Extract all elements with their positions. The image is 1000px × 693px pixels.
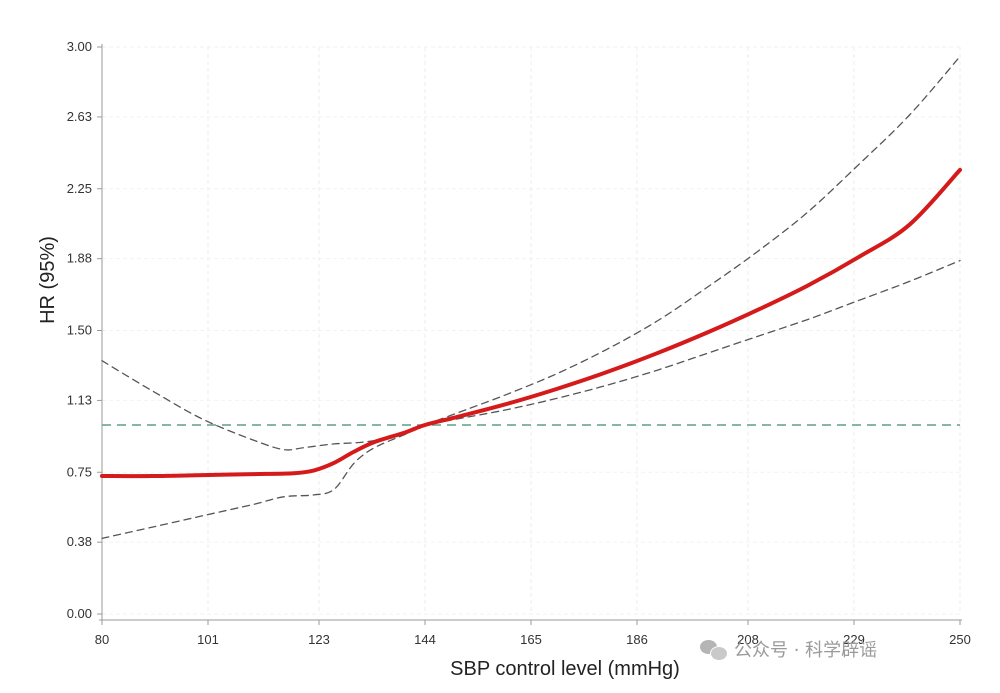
x-tick-label: 101 — [197, 632, 219, 647]
x-tick-label: 229 — [843, 632, 865, 647]
x-tick-label: 208 — [737, 632, 759, 647]
y-tick-label: 2.25 — [67, 181, 92, 196]
upper-ci-line — [101, 55, 961, 451]
watermark: 公众号 · 科学辟谣 — [700, 636, 877, 662]
watermark-text: 公众号 · 科学辟谣 — [734, 640, 878, 661]
y-tick-label: 1.88 — [67, 251, 92, 266]
y-axis-title: HR (95%) — [37, 236, 59, 324]
x-tick-label: 250 — [949, 632, 971, 647]
y-tick-label: 0.75 — [67, 464, 92, 479]
x-tick-label: 144 — [414, 632, 436, 647]
y-tick-label: 2.63 — [67, 109, 92, 124]
x-tick-label: 123 — [308, 632, 330, 647]
x-tick-label: 186 — [626, 632, 648, 647]
grid — [101, 46, 961, 615]
hr-estimate-line — [100, 167, 962, 479]
x-axis-title: SBP control level (mmHg) — [450, 658, 680, 680]
series — [100, 55, 962, 540]
wechat-icon — [700, 638, 728, 661]
y-tick-label: 1.13 — [67, 392, 92, 407]
y-tick-label: 0.38 — [67, 534, 92, 549]
y-tick-label: 1.50 — [67, 323, 92, 338]
y-tick-label: 3.00 — [67, 39, 92, 54]
y-tick-label: 0.00 — [67, 606, 92, 621]
axes — [97, 44, 962, 625]
tick-labels: 0.00 0.38 0.75 1.13 1.50 1.88 2.25 2.63 3.00 80 10… — [67, 39, 971, 647]
x-tick-label: 165 — [520, 632, 542, 647]
x-tick-label: 80 — [95, 632, 109, 647]
